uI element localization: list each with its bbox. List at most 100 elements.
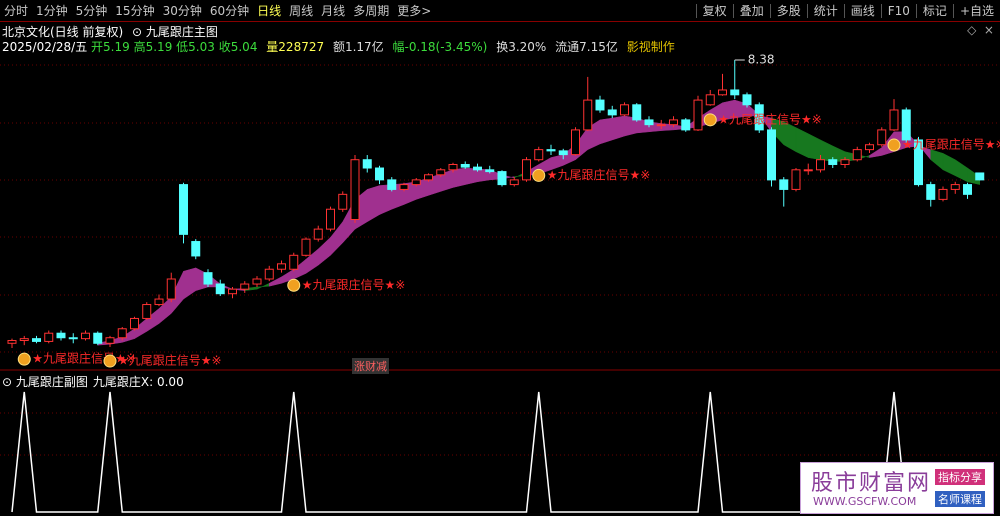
period-tab[interactable]: 日线 <box>257 4 282 18</box>
candle-body <box>313 228 323 240</box>
ribbon-segment <box>318 236 331 266</box>
watermark-site: 股市财富网 <box>811 471 932 496</box>
close: 收5.04 <box>218 40 258 54</box>
candle-body <box>117 328 127 339</box>
sub-series-name: 九尾跟庄X <box>92 375 150 389</box>
period-tab[interactable]: 15分钟 <box>115 4 155 18</box>
tool-button[interactable]: 统计 <box>806 4 844 18</box>
tool-buttons: 复权 叠加 多股 统计 画线 F10 标记 +自选 <box>695 2 1000 19</box>
ribbon-segment <box>942 152 956 177</box>
tool-button[interactable]: 复权 <box>695 4 733 18</box>
tag[interactable]: 涨财减 <box>352 358 389 374</box>
signal-icon <box>287 278 301 292</box>
candle-body <box>68 337 78 340</box>
ribbon-segment <box>808 133 821 161</box>
sub-header: ⊙ 九尾跟庄副图 九尾跟庄X: 0.00 <box>2 375 184 389</box>
candle-body <box>791 169 801 190</box>
candle-body <box>191 241 201 257</box>
tool-button[interactable]: +自选 <box>952 4 1000 18</box>
ribbon-segment <box>820 139 833 162</box>
window-controls[interactable]: ◇ × <box>967 23 994 37</box>
float: 流通7.15亿 <box>555 40 618 54</box>
signal-icon <box>103 354 117 368</box>
stock-name: 北京文化(日线 前复权) <box>2 25 124 39</box>
period-tab[interactable]: 多周期 <box>353 4 390 18</box>
period-tab[interactable]: 分时 <box>4 4 29 18</box>
ribbon-segment <box>832 145 846 162</box>
indicator-name[interactable]: ⊙ 九尾跟庄主图 <box>132 25 218 39</box>
candle-body <box>7 339 17 344</box>
tool-button[interactable]: F10 <box>880 4 916 18</box>
period-tab[interactable]: 60分钟 <box>209 4 250 18</box>
candle-body <box>277 263 286 270</box>
candle-body <box>215 283 225 295</box>
candle-body <box>252 278 262 285</box>
candle-body <box>632 104 642 121</box>
candle-body <box>240 283 250 290</box>
watermark-badge: 名师课程 <box>935 491 985 507</box>
candle-body <box>142 304 152 319</box>
signal-label: ★九尾跟庄信号★※ <box>302 277 406 292</box>
indicator-text: 九尾跟庄主图 <box>145 25 218 39</box>
candle-body <box>950 184 960 190</box>
candle-body <box>607 109 617 116</box>
candle-body <box>595 99 605 111</box>
candle-body <box>497 171 507 186</box>
toolbar: 分时 1分钟 5分钟 15分钟 30分钟 60分钟 日线 周线 月线 多周期 更多> 复权 叠加 多股统… <box>0 0 1000 22</box>
candle-body <box>350 159 360 221</box>
candle-body <box>32 338 41 342</box>
candle-body <box>460 163 470 168</box>
candle-body <box>534 149 544 161</box>
ribbon-segment <box>955 159 968 183</box>
candle-body <box>828 159 838 165</box>
candle-body <box>93 332 103 344</box>
period-tab[interactable]: 月线 <box>321 4 346 18</box>
candle-body <box>840 159 850 165</box>
candle-body <box>436 169 446 176</box>
signal-icon <box>17 352 31 366</box>
period-tab[interactable]: 5分钟 <box>75 4 108 18</box>
sub-title: 九尾跟庄副图 <box>15 375 88 389</box>
tool-button[interactable]: 叠加 <box>732 4 770 18</box>
candle-body <box>326 208 335 230</box>
candle-body <box>816 159 825 171</box>
candle-body <box>730 89 740 96</box>
candle-body <box>914 139 923 186</box>
period-tab[interactable]: 30分钟 <box>162 4 202 18</box>
open: 开5.19 <box>91 40 130 54</box>
candle-body <box>264 268 274 280</box>
high: 高5.19 <box>133 40 173 54</box>
period-tab[interactable]: 1分钟 <box>36 4 68 18</box>
candle-body <box>509 179 519 186</box>
candle-body <box>681 119 691 131</box>
period-tab[interactable]: 更多> <box>397 4 432 18</box>
candle-body <box>938 188 948 200</box>
signal-icon <box>887 138 901 152</box>
info-row: 2025/02/28/五 开5.19 高5.19 低5.03 收5.04 量22… <box>2 38 680 55</box>
ribbon-segment <box>795 127 809 158</box>
candle-body <box>19 338 29 341</box>
candle-body <box>975 172 985 181</box>
ribbon-segment <box>465 167 478 185</box>
candle-body <box>877 129 887 146</box>
ribbon-segment <box>612 115 625 141</box>
tool-button[interactable]: 多股 <box>769 4 807 18</box>
candle-body <box>301 238 311 256</box>
candle-body <box>362 159 372 169</box>
tool-button[interactable]: 画线 <box>843 4 881 18</box>
low: 低5.03 <box>176 40 215 54</box>
period-tab[interactable]: 周线 <box>289 4 314 18</box>
candle-body <box>779 179 789 190</box>
candle-body <box>767 129 776 181</box>
candle-body <box>289 254 299 270</box>
candle-body <box>803 169 813 172</box>
max-label: 8.38 <box>748 53 775 67</box>
candle-body <box>56 332 66 339</box>
tool-button[interactable]: 标记 <box>915 4 953 18</box>
candle-body <box>926 184 936 200</box>
signal-label: ★九尾跟庄信号★※ <box>547 167 651 182</box>
candle-body <box>387 179 397 190</box>
signal-label: ★九尾跟庄信号★※ <box>118 353 222 368</box>
candle-body <box>228 288 237 295</box>
